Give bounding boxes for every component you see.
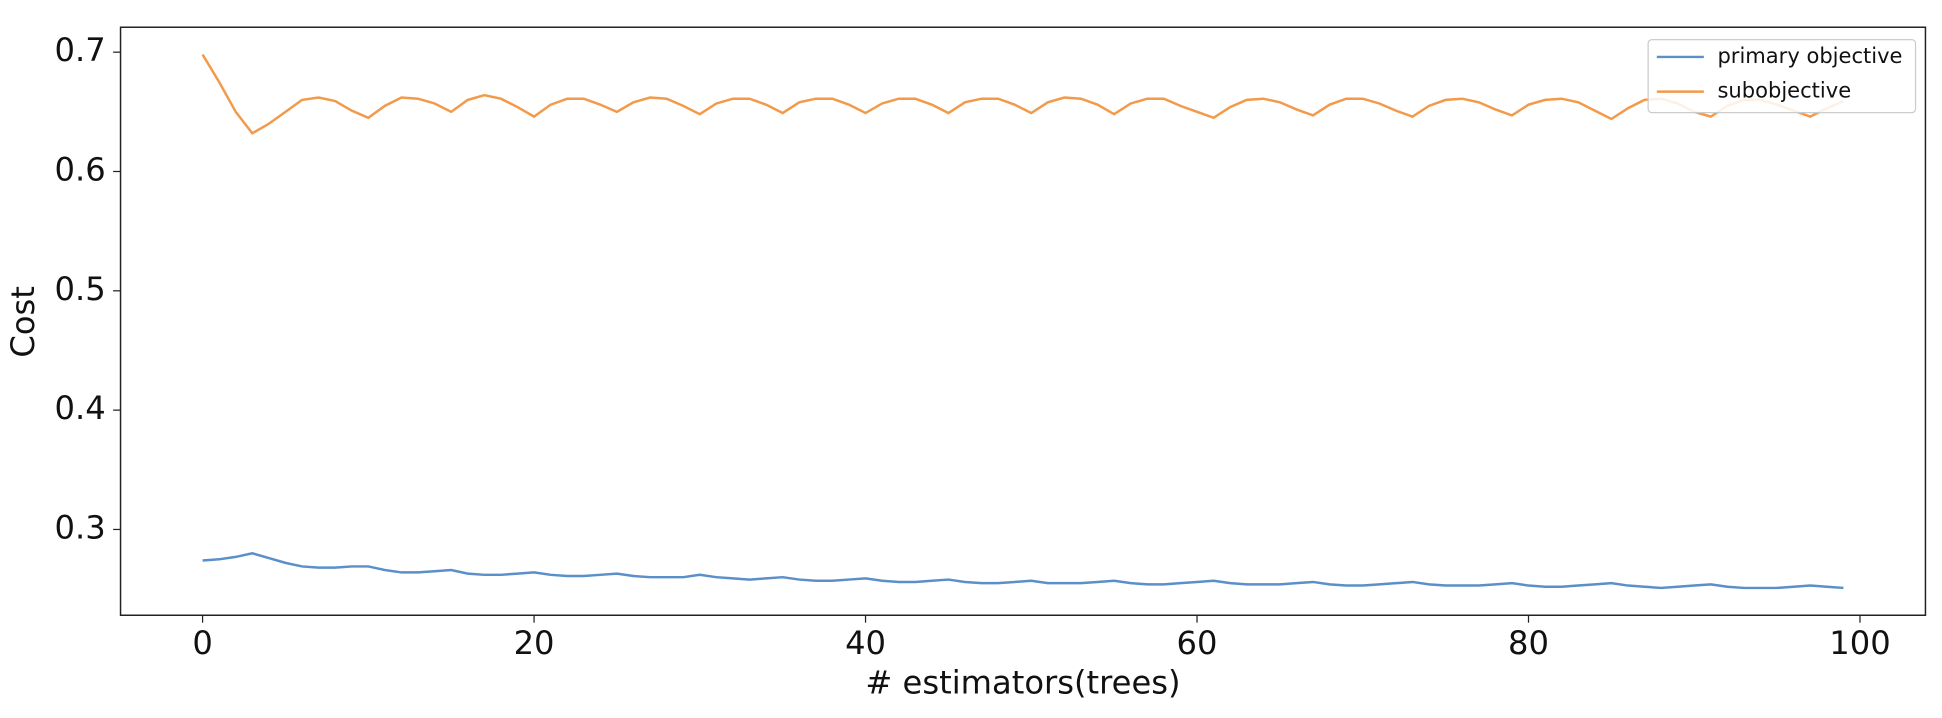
y-tick-label: 0.4 — [55, 389, 106, 427]
legend-label: primary objective — [1717, 43, 1902, 68]
y-tick-label: 0.5 — [55, 270, 106, 308]
line-series — [202, 552, 1844, 590]
plot-frame — [119, 26, 1927, 616]
x-tick-label: 20 — [514, 624, 555, 662]
legend: primary objective subobjective — [1647, 38, 1917, 114]
y-tick-label: 0.3 — [55, 508, 106, 546]
x-tick-label: 100 — [1829, 624, 1890, 662]
line-series — [201, 53, 1844, 135]
x-tick-label: 0 — [192, 624, 212, 662]
legend-box — [1647, 38, 1917, 114]
x-tick-label: 60 — [1177, 624, 1218, 662]
legend-label: subobjective — [1717, 78, 1851, 103]
y-tick-label: 0.6 — [55, 150, 106, 188]
y-axis-label: Cost — [4, 286, 42, 358]
y-tick-label: 0.7 — [55, 31, 106, 69]
x-axis-label: # estimators(trees) — [865, 664, 1180, 702]
x-tick-label: 40 — [845, 624, 886, 662]
x-tick-label: 80 — [1508, 624, 1549, 662]
